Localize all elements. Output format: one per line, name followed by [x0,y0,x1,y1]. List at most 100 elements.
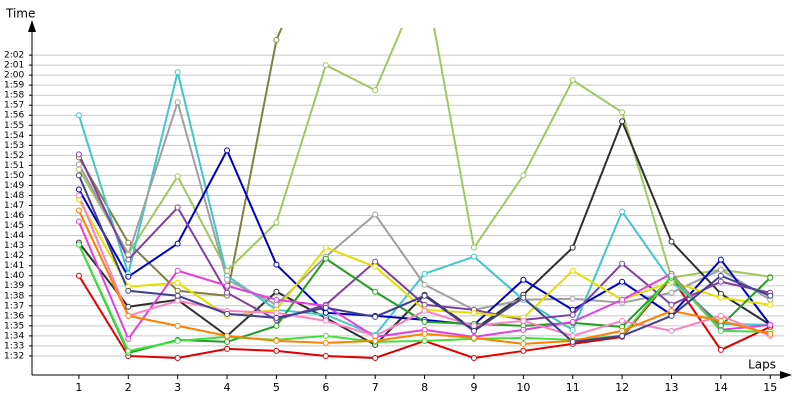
y-tick-label: 1:54 [4,131,24,141]
data-point [75,172,82,179]
data-point [224,267,231,274]
y-tick-label: 1:43 [4,241,24,251]
x-tick-label: 3 [174,381,181,394]
data-point [224,147,231,154]
data-point [322,309,329,316]
data-point [717,272,724,279]
data-point [520,347,527,354]
data-point [470,244,477,251]
data-point [273,322,280,329]
y-tick-label: 1:42 [4,251,24,261]
data-point [75,207,82,214]
data-point [75,112,82,119]
y-tick-label: 1:50 [4,171,24,181]
data-point [717,266,724,273]
data-point [767,321,774,328]
data-point [619,332,626,339]
series-line [78,28,771,279]
x-tick-label: 14 [714,381,728,394]
x-tick-label: 12 [615,381,629,394]
data-point [520,172,527,179]
data-point [372,337,379,344]
data-point [421,330,428,337]
data-point [767,292,774,299]
y-tick-label: 2:01 [4,61,24,71]
y-tick-label: 1:37 [4,301,24,311]
y-tick-label: 1:45 [4,221,24,231]
data-point [372,87,379,94]
data-point [125,335,132,342]
data-point [767,330,774,337]
data-point [717,278,724,285]
data-point [322,62,329,69]
series-line [78,98,771,311]
y-tick-label: 1:34 [4,331,24,341]
x-tick-label: 13 [664,381,678,394]
data-point [668,307,675,314]
data-point [569,77,576,84]
data-point [224,282,231,289]
x-tick-label: 9 [470,381,477,394]
data-point [717,317,724,324]
data-point [224,276,231,283]
data-point [75,272,82,279]
data-point [470,322,477,329]
data-point [421,318,428,325]
data-point [668,327,675,334]
data-point [75,192,82,199]
data-point [125,239,132,246]
y-tick-label: 2:00 [4,71,24,81]
y-tick-label: 1:53 [4,141,24,151]
data-point [125,251,132,258]
data-point [322,352,329,359]
data-point [125,273,132,280]
data-point [224,310,231,317]
y-tick-label: 1:33 [4,341,24,351]
data-point [668,272,675,279]
x-tick-label: 7 [372,381,379,394]
data-point [520,326,527,333]
y-tick-label: 1:47 [4,201,24,211]
data-point [569,311,576,318]
data-point [717,294,724,301]
x-tick-label: 5 [273,381,280,394]
data-point [717,312,724,319]
y-tick-label: 1:58 [4,91,24,101]
data-point [224,338,231,345]
y-tick-label: 1:59 [4,81,24,91]
y-tick-label: 1:52 [4,151,24,161]
y-tick-label: 1:40 [4,271,24,281]
data-point [372,258,379,265]
data-point [273,347,280,354]
data-point [421,281,428,288]
data-point [668,238,675,245]
data-point [75,166,82,173]
data-point [619,109,626,116]
y-tick-label: 1:44 [4,231,24,241]
data-point [569,306,576,313]
data-point [224,332,231,339]
data-point [717,346,724,353]
data-point [322,244,329,251]
y-tick-label: 1:56 [4,111,24,121]
data-point [619,208,626,215]
data-point [520,340,527,347]
data-point [470,309,477,316]
y-tick-label: 1:57 [4,101,24,111]
data-point [174,292,181,299]
y-tick-label: 1:51 [4,161,24,171]
data-point [668,301,675,308]
data-point [174,69,181,76]
data-point [421,270,428,277]
data-point [322,332,329,339]
data-point [273,301,280,308]
data-point [372,313,379,320]
data-point [174,354,181,361]
y-tick-label: 1:46 [4,211,24,221]
y-axis-title: Time [5,7,35,21]
data-point [273,309,280,316]
data-point [174,204,181,211]
data-point [619,317,626,324]
data-point [520,317,527,324]
